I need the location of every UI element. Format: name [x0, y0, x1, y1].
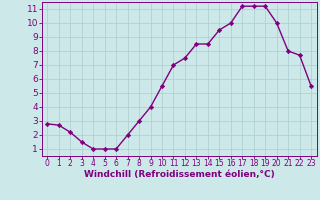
- X-axis label: Windchill (Refroidissement éolien,°C): Windchill (Refroidissement éolien,°C): [84, 170, 275, 179]
